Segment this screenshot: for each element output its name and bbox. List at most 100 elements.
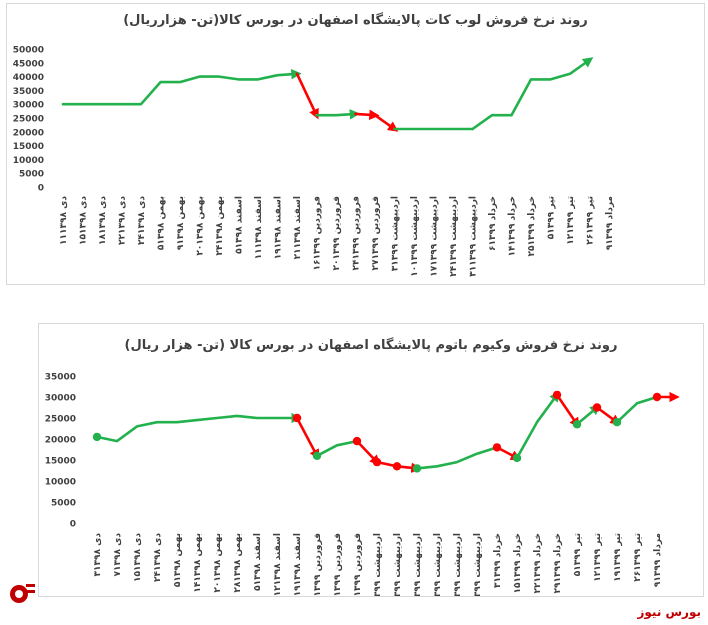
x-tick-label: ۱۵دی ۱۳۹۸ (79, 196, 89, 245)
x-tick-label: ۲۵خرداد ۱۳۹۹ (527, 196, 537, 257)
x-tick-label: ۱۷اردیبهشت ۱۳۹۹ (430, 196, 440, 277)
x-tick-label: ۱۸دی ۱۳۹۸ (98, 196, 108, 245)
series-segment-up (415, 446, 499, 470)
x-tick-label: ۲۸بهمن ۱۳۹۸ (233, 533, 243, 593)
y-tick-label: 30000 (13, 101, 44, 111)
x-tick-label: ۲۰فروردین ۱۳۹۹ (332, 196, 342, 271)
y-tick-label: 35000 (13, 87, 44, 97)
x-tick-label: ۱۸فروردین ۱۳۹۹ (333, 533, 343, 596)
data-point-down (592, 403, 602, 412)
x-tick-label: ۲۴دی ۱۳۹۸ (137, 196, 147, 245)
y-tick-label: 0 (38, 184, 44, 194)
x-tick-label: ۱۰اردیبهشت ۱۳۹۹ (410, 196, 420, 277)
x-tick-label: ۲۶تیر ۱۳۹۹ (633, 533, 643, 582)
series-segment-up (575, 404, 601, 426)
y-tick-label: 15000 (13, 142, 44, 152)
x-tick-label: ۲۴فروردین ۱۳۹۹ (352, 196, 362, 271)
x-tick-label: ۱۲تیر ۱۳۹۹ (593, 533, 603, 582)
x-tick-label: ۳اردیبهشت ۱۳۹۹ (391, 196, 401, 271)
series-segment-up (471, 57, 594, 131)
x-tick-label: ۲۲دی ۱۳۹۸ (118, 196, 128, 245)
lube-cut-chart: روند نرخ فروش لوب کات پالایشگاه اصفهان د… (6, 3, 705, 285)
y-tick-label: 45000 (13, 59, 44, 69)
x-tick-label: ۱۲اسفند ۱۳۹۸ (273, 533, 283, 596)
x-tick-label: ۲۴بهمن ۱۳۹۸ (215, 196, 225, 256)
x-tick-label: ۲۰بهمن ۱۳۹۸ (196, 196, 206, 256)
x-tick-label: ۱۹اسفند ۱۳۹۸ (274, 196, 284, 259)
y-tick-label: 20000 (13, 128, 44, 138)
y-tick-label: 5000 (19, 170, 44, 180)
series-segment-down (373, 113, 399, 132)
x-tick-label: ۱۱دی ۱۳۹۸ (59, 196, 69, 245)
x-tick-label: ۲۴اردیبهشت ۱۳۹۹ (449, 196, 459, 277)
series-segment-down (355, 439, 381, 466)
x-tick-label: ۱۹اسفند ۱۳۹۸ (293, 533, 303, 596)
chart-title: روند نرخ فروش لوب کات پالایشگاه اصفهان د… (123, 13, 588, 28)
x-tick-label: ۲۷فروردین ۱۳۹۹ (371, 196, 381, 271)
x-tick-label: ۹بهمن ۱۳۹۸ (176, 196, 186, 250)
data-point-down (652, 392, 662, 402)
vacuum-bottom-chart: روند نرخ فروش وکیوم باتوم پالایشگاه اصفه… (38, 323, 704, 597)
series-segment-up (95, 412, 302, 443)
y-tick-label: 10000 (13, 156, 44, 166)
x-tick-label: ۳خرداد ۱۳۹۹ (493, 533, 503, 588)
y-tick-label: 30000 (45, 394, 76, 404)
data-point-up (312, 451, 322, 460)
x-tick-label: ۱۰اردیبهشت ۱۳۹۹ (413, 533, 423, 596)
x-tick-label: ۱۱اسفند ۱۳۹۸ (254, 196, 264, 259)
x-tick-label: ۲۴اردیبهشت ۱۳۹۹ (453, 533, 463, 596)
data-point-down (492, 443, 502, 452)
x-tick-label: ۱۵خرداد ۱۳۹۹ (513, 533, 523, 594)
chart-title: روند نرخ فروش وکیوم باتوم پالایشگاه اصفه… (124, 338, 618, 353)
data-point-down (372, 457, 382, 467)
x-tick-label: ۱۹تیر ۱۳۹۹ (613, 533, 623, 582)
y-tick-label: 25000 (13, 115, 44, 125)
x-tick-label: ۲۴دی ۱۳۹۸ (153, 533, 163, 582)
x-tick-label: ۲۲خرداد ۱۳۹۹ (533, 533, 543, 594)
x-tick-label: ۲۱اسفند ۱۳۹۸ (293, 196, 303, 259)
series-segment-down (295, 72, 319, 120)
x-tick-label: ۲۰بهمن ۱۳۹۸ (213, 533, 223, 593)
lube-cut-plot: 0 5000 10000 15000 20000 25000 30000 35000 40000… (13, 46, 615, 277)
x-tick-label: ۵اسفند ۱۳۹۸ (235, 196, 245, 254)
data-point-down (352, 436, 362, 446)
x-tick-label: ۱۰فروردین ۱۳۹۹ (313, 533, 323, 596)
x-tick-label: ۹مرداد ۱۳۹۹ (605, 196, 615, 250)
y-tick-label: 10000 (45, 478, 76, 488)
x-tick-label: ۷دی ۱۳۹۸ (113, 533, 123, 577)
series-segment-down (354, 109, 380, 121)
series-segment-down (295, 416, 320, 460)
data-point-down (552, 390, 562, 400)
series-segment-up (515, 391, 560, 460)
x-tick-label: ۳۱اردیبهشت ۱۳۹۹ (469, 196, 479, 277)
x-tick-label: ۵بهمن ۱۳۹۸ (173, 533, 183, 587)
data-point-up (612, 418, 622, 427)
x-tick-label: ۱۴خرداد ۱۳۹۹ (508, 196, 518, 257)
x-tick-label: ۱۴بهمن ۱۳۹۸ (193, 533, 203, 593)
x-tick-label: ۳دی ۱۳۹۸ (93, 533, 103, 577)
y-tick-label: 35000 (45, 373, 76, 383)
data-point-down (292, 413, 302, 423)
x-tick-label: ۵بهمن ۱۳۹۸ (157, 196, 167, 250)
x-tick-label: ۳۱اردیبهشت ۱۳۹۹ (473, 533, 483, 596)
data-point-up (512, 453, 522, 463)
y-tick-label: 25000 (45, 415, 76, 425)
y-tick-label: 15000 (45, 457, 76, 467)
y-tick-label: 20000 (45, 436, 76, 446)
data-point-up (412, 464, 422, 473)
x-tick-label: ۱۶فروردین ۱۳۹۹ (313, 196, 323, 271)
bourse-news-logo-icon (10, 584, 35, 603)
x-tick-label: ۲۵فروردین ۱۳۹۹ (353, 533, 363, 596)
data-point-down (392, 462, 402, 471)
x-tick-label: ۲۹خرداد ۱۳۹۹ (553, 533, 563, 594)
x-tick-label: ۹مرداد ۱۳۹۹ (653, 533, 663, 587)
x-tick-label: ۳اردیبهشت ۱۳۹۹ (373, 533, 383, 596)
x-tick-label: ۲۶تیر ۱۳۹۹ (586, 196, 596, 245)
y-tick-label: 5000 (51, 499, 76, 509)
y-tick-label: 40000 (13, 73, 44, 83)
x-tick-label: ۱۲تیر ۱۳۹۹ (566, 196, 576, 245)
series-segment-up (315, 439, 359, 458)
vacuum-bottom-plot: 0 5000 10000 15000 20000 25000 30000 35000 ۳دی ۱… (45, 373, 680, 596)
x-tick-label: ۵اسفند ۱۳۹۸ (253, 533, 263, 591)
series-segment-up (615, 395, 659, 424)
